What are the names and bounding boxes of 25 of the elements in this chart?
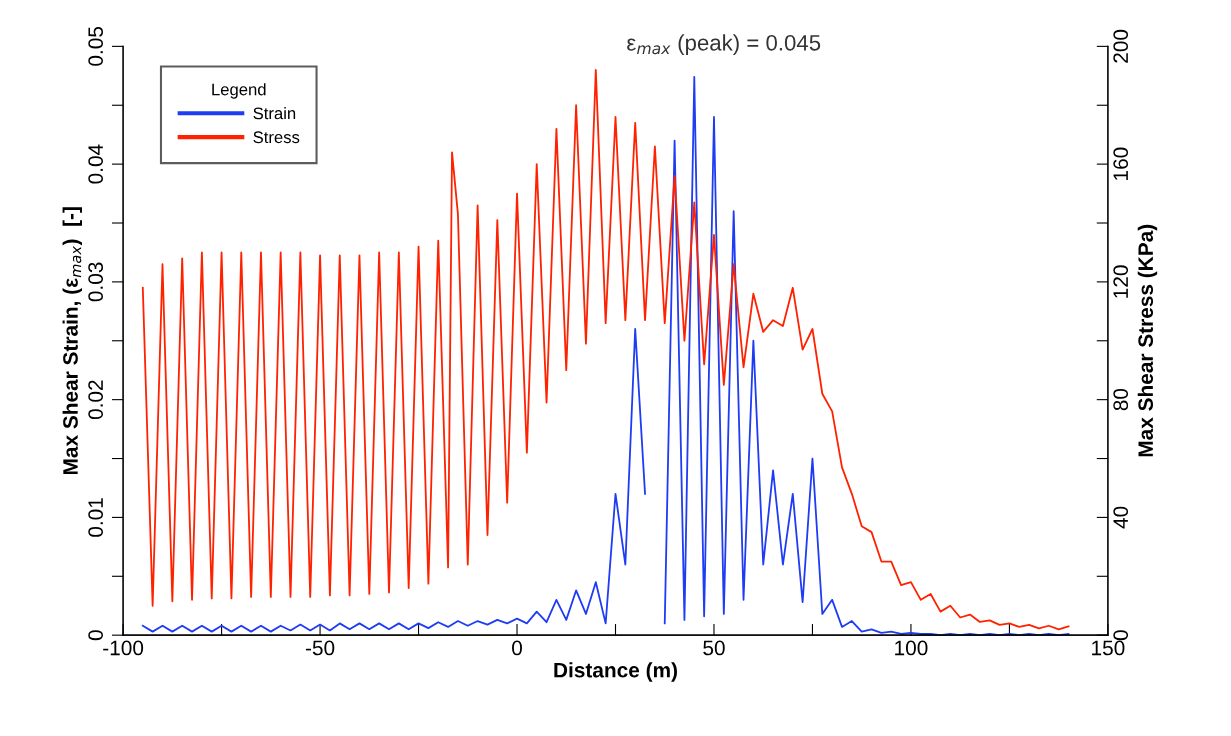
y-tick-label: 0.05 (88, 26, 104, 66)
y-axis-title: Max Shear Strain, (ε$_{max}$) [-] (62, 207, 82, 475)
y2-axis-title: Max Shear Stress (KPa) (1137, 224, 1158, 457)
x-tick-label: 100 (895, 640, 928, 656)
x-tick-label: -50 (305, 640, 335, 656)
legend-label: Stress (253, 131, 300, 144)
y2-tick-label: 160 (1113, 147, 1129, 180)
x-tick-label: -100 (103, 640, 144, 656)
y2-tick-label: 80 (1113, 388, 1129, 411)
y-tick-label: 0.03 (88, 262, 104, 302)
x-tick-label: 0 (512, 640, 522, 656)
y2-tick-label: 200 (1113, 29, 1129, 63)
y-tick-label: 0.02 (88, 380, 104, 420)
legend-title: Legend (212, 83, 266, 99)
x-axis-title: Distance (m) (554, 662, 677, 682)
y2-tick-label: 120 (1113, 265, 1129, 298)
y-tick-label: 0 (88, 630, 104, 641)
y-tick-label: 0.04 (88, 144, 104, 184)
y2-tick-label: 0 (1113, 630, 1129, 641)
legend-label: Strain (253, 107, 296, 120)
x-tick-label: 150 (1092, 640, 1125, 656)
y2-tick-label: 40 (1113, 506, 1129, 529)
x-tick-label: 50 (703, 640, 725, 656)
y-tick-label: 0.01 (88, 498, 104, 537)
annotation: ε$_{max}$ (peak) = 0.045 (627, 34, 821, 56)
